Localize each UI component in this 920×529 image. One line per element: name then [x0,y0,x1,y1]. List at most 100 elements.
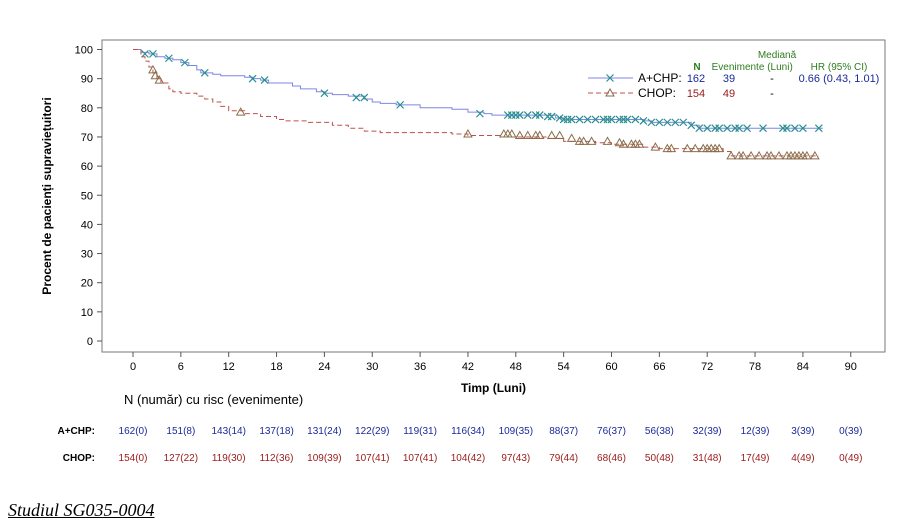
risk-table-title: N (număr) cu risc (evenimente) [124,392,303,407]
censor-mark-0 [535,111,544,120]
censor-mark-0 [671,118,680,127]
censor-mark-1 [506,129,517,138]
censor-mark-0 [623,115,632,124]
censor-mark-0 [352,93,361,102]
censor-mark-1 [738,150,748,160]
legend-median-1: - [770,88,774,100]
risk-cell: 79(44) [549,453,578,464]
censor-mark-0 [631,115,640,124]
censor-mark-0 [591,115,600,124]
risk-cell: 97(43) [501,453,530,464]
risk-cell: 109(35) [499,426,533,437]
censor-mark-0 [164,54,173,63]
y-axis-label: Procent de pacienți supraviețuitori [40,97,54,294]
censor-mark-1 [554,130,565,139]
censor-mark-1 [746,150,756,160]
censor-mark-0 [687,121,696,130]
risk-cell: 76(37) [597,426,626,437]
y-tick-label: 40 [81,219,93,231]
censor-mark-1 [586,136,597,145]
censor-mark-0 [360,93,369,102]
risk-cell: 4(49) [791,453,814,464]
censor-mark-1 [522,130,533,139]
risk-cell: 0(39) [839,426,862,437]
risk-cell: 68(46) [597,453,626,464]
x-tick-label: 84 [797,361,809,373]
censor-mark-1 [690,143,701,153]
x-tick-label: 6 [178,361,184,373]
legend-marker-0 [606,74,614,82]
x-tick-label: 66 [653,361,665,373]
risk-cell: 107(41) [403,453,437,464]
legend-events-1: 49 [723,88,735,100]
legend-header-n: N [693,62,700,73]
risk-cell: 17(49) [741,453,770,464]
risk-cell: 88(37) [549,426,578,437]
censor-mark-1 [502,129,513,138]
censor-mark-0 [723,124,732,133]
censor-mark-0 [647,118,656,127]
legend-median-0: - [770,73,774,85]
censor-mark-0 [743,124,751,133]
legend-n-0: 162 [687,73,705,85]
censor-mark-1 [514,130,525,139]
risk-cell: 107(41) [355,453,389,464]
risk-cell: 109(39) [307,453,341,464]
censor-mark-0 [567,115,576,124]
risk-cell: 12(39) [741,426,770,437]
censor-mark-1 [602,136,613,145]
censor-mark-1 [650,142,661,151]
y-tick-label: 80 [81,103,93,115]
y-tick-label: 10 [81,307,93,319]
risk-cell: 116(34) [451,426,485,437]
censor-mark-0 [515,111,524,120]
censor-mark-0 [200,68,209,77]
censor-mark-0 [695,124,704,133]
risk-cell: 131(24) [307,426,341,437]
censor-mark-0 [575,115,584,124]
censor-mark-1 [714,143,725,153]
censor-mark-1 [566,133,577,142]
censor-mark-0 [798,124,807,133]
censor-mark-0 [783,124,791,133]
y-tick-label: 50 [81,190,93,202]
censor-mark-0 [663,118,672,127]
censor-mark-0 [655,118,664,127]
censor-mark-0 [814,124,823,133]
x-tick-label: 72 [701,361,713,373]
study-caption: Studiul SG035-0004 [8,500,155,520]
risk-cell: 122(29) [355,426,389,437]
y-tick-label: 70 [81,132,93,144]
legend-header-hr: HR (95% CI) [811,62,868,73]
x-tick-label: 54 [558,361,570,373]
legend-name-1: CHOP: [638,86,676,100]
x-tick-label: 12 [223,361,235,373]
legend-n-1: 154 [687,88,705,100]
risk-cell: 112(36) [260,453,294,464]
risk-row-label-0: A+CHP: [57,426,95,437]
risk-cell: 119(31) [403,426,437,437]
censor-mark-1 [546,130,557,139]
censor-mark-0 [543,112,552,121]
censor-mark-0 [523,111,532,120]
risk-cell: 0(49) [839,453,862,464]
x-tick-label: 48 [510,361,522,373]
censor-mark-0 [679,118,688,127]
y-tick-label: 0 [87,336,93,348]
risk-cell: 162(0) [119,426,148,437]
y-tick-label: 30 [81,249,93,261]
risk-cell: 154(0) [119,453,148,464]
x-tick-label: 90 [845,361,857,373]
legend-name-0: A+CHP: [638,71,682,85]
risk-cell: 104(42) [451,453,485,464]
censor-mark-0 [475,109,484,118]
plot-frame [101,39,886,353]
censor-mark-1 [235,107,246,116]
censor-mark-0 [260,76,269,85]
censor-mark-1 [148,64,158,74]
x-axis-label: Timp (Luni) [461,381,526,395]
censor-mark-0 [791,124,799,133]
x-tick-label: 36 [414,361,426,373]
legend-header-median: Mediană [758,50,797,61]
